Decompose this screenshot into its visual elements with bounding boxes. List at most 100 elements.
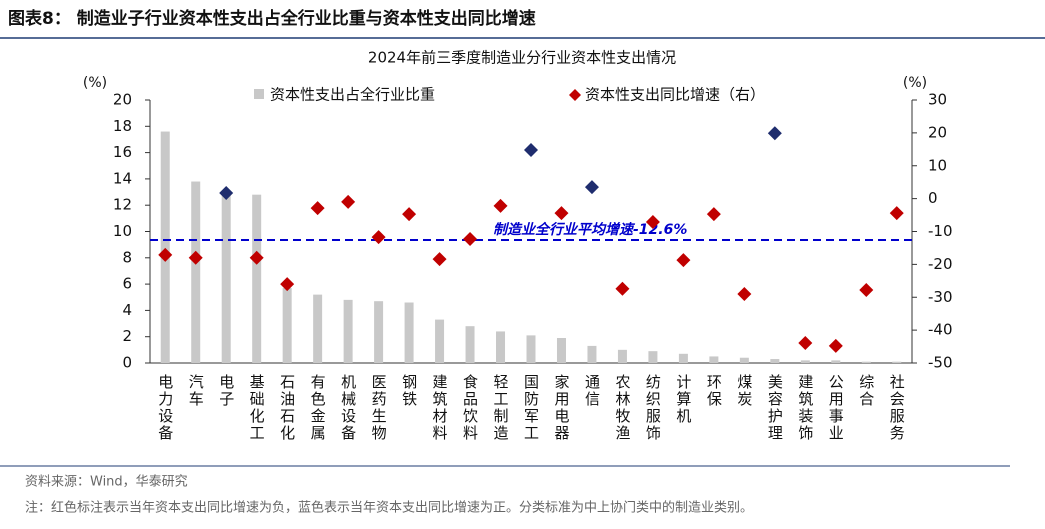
x-tick-label: 综合: [857, 374, 875, 408]
bar: [800, 360, 810, 363]
y-unit: (%): [83, 75, 107, 91]
diamond-marker: [158, 247, 173, 262]
y-tick-label: 16: [113, 143, 132, 161]
diamond-marker: [341, 194, 356, 209]
diamond-marker: [188, 250, 203, 265]
diamond-marker: [493, 198, 508, 213]
bar: [526, 335, 536, 363]
diamond-marker: [249, 250, 264, 265]
x-tick-label: 环保: [705, 374, 723, 408]
chart-title: 2024年前三季度制造业分行业资本性支出情况: [368, 49, 676, 67]
legend-swatch: [569, 89, 581, 101]
y2-tick-label: -40: [928, 321, 953, 339]
x-tick-label: 公用事业: [827, 374, 845, 442]
diamond-marker: [524, 142, 538, 157]
average-label: 制造业全行业平均增速-12.6%: [493, 221, 687, 238]
bar: [465, 326, 475, 363]
note: 注：红色标注表示当年资本支出同比增速为负，蓝色表示当年资本支出同比增速为正。分类…: [25, 500, 753, 516]
legend-label: 资本性支出占全行业比重: [270, 86, 435, 104]
x-tick-label: 电力设备: [156, 374, 174, 442]
y2-tick-label: -30: [928, 288, 953, 306]
diamond-marker: [371, 230, 386, 245]
x-tick-label: 机械设备: [339, 374, 357, 442]
y2-tick-label: 0: [928, 189, 938, 207]
diamond-marker: [280, 277, 295, 292]
x-tick-label: 美容护理: [766, 374, 784, 442]
x-tick-label: 轻工制造: [492, 374, 510, 442]
legend-swatch: [254, 89, 264, 99]
y-tick-label: 8: [122, 248, 132, 266]
diamond-marker: [432, 252, 447, 267]
y2-tick-label: -10: [928, 222, 953, 240]
x-tick-label: 有色金属: [309, 374, 327, 442]
x-tick-label: 汽车: [187, 374, 205, 408]
diamond-marker: [828, 338, 843, 353]
bar: [282, 288, 292, 363]
bar: [770, 359, 780, 363]
bar: [587, 345, 597, 363]
y-tick-label: 10: [113, 222, 132, 240]
diamond-marker: [859, 283, 874, 298]
y-tick-label: 12: [113, 196, 132, 214]
bar: [160, 131, 170, 363]
y-tick-label: 6: [122, 275, 132, 293]
y-tick-label: 20: [113, 91, 132, 109]
y2-tick-label: -20: [928, 255, 953, 273]
bar: [221, 192, 231, 363]
x-tick-label: 国防军工: [522, 374, 540, 442]
diamond-marker: [584, 180, 599, 195]
diamond-marker: [554, 206, 569, 221]
diamond-marker: [219, 186, 234, 201]
x-tick-label: 电子: [217, 374, 235, 408]
bar: [343, 299, 353, 363]
bar: [374, 301, 384, 363]
y2-tick-label: -50: [928, 354, 953, 372]
y-tick-label: 4: [122, 301, 132, 319]
x-tick-label: 农林牧渔: [613, 374, 631, 442]
diamond-marker: [615, 281, 630, 296]
x-tick-label: 基础化工: [248, 374, 266, 442]
bar: [191, 181, 201, 363]
diamond-marker: [402, 207, 417, 222]
bar: [404, 302, 414, 363]
bar: [892, 361, 902, 363]
source: 资料来源：Wind，华泰研究: [25, 475, 188, 490]
x-tick-label: 家用电器: [552, 374, 570, 442]
bar: [861, 361, 871, 363]
x-tick-label: 医药生物: [370, 374, 388, 442]
page-title: 图表8： 制造业子行业资本性支出占全行业比重与资本性支出同比增速: [8, 8, 536, 29]
x-tick-label: 通信: [583, 374, 601, 408]
diamond-marker: [737, 286, 752, 301]
legend-label: 资本性支出同比增速（右）: [585, 86, 765, 104]
x-tick-label: 纺织服饰: [644, 374, 662, 442]
diamond-marker: [463, 232, 478, 247]
y-tick-label: 2: [122, 327, 132, 345]
x-tick-label: 石油石化: [278, 374, 296, 442]
diamond-marker: [889, 206, 904, 221]
y2-tick-label: 10: [928, 156, 947, 174]
bar: [617, 349, 627, 363]
diamond-marker: [676, 253, 691, 268]
x-tick-label: 建筑材料: [431, 374, 449, 442]
x-tick-label: 食品饮料: [461, 374, 479, 442]
diamond-marker: [645, 214, 660, 229]
x-tick-label: 钢铁: [400, 374, 418, 408]
bar: [831, 360, 841, 363]
bar: [496, 331, 506, 363]
bar: [709, 356, 719, 363]
diamond-marker: [798, 335, 813, 350]
x-tick-label: 煤炭: [735, 374, 753, 408]
x-tick-label: 计算机: [674, 374, 692, 425]
bar: [313, 294, 323, 363]
bar: [556, 338, 566, 363]
x-tick-label: 社会服务: [888, 374, 906, 442]
y2-tick-label: 30: [928, 91, 947, 109]
bar: [678, 353, 688, 363]
y-tick-label: 18: [113, 117, 132, 135]
diamond-marker: [767, 126, 782, 141]
y-tick-label: 14: [113, 169, 132, 187]
y2-tick-label: 20: [928, 123, 947, 141]
bar: [435, 319, 445, 363]
diamond-marker: [310, 201, 325, 216]
